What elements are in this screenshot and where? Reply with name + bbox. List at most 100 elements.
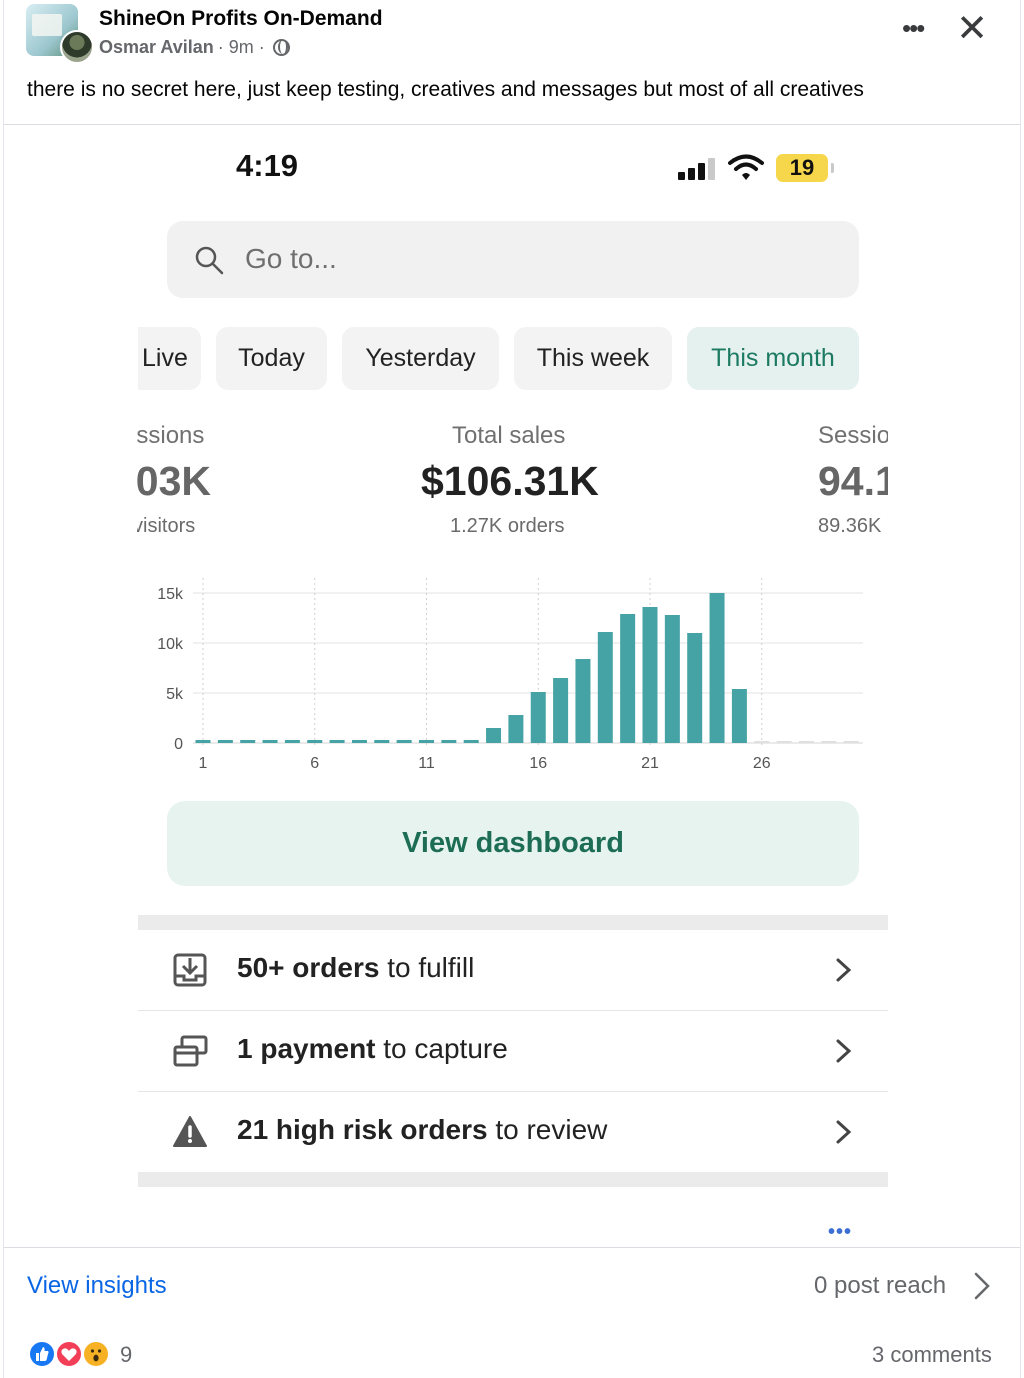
chart-bar [419,740,434,743]
chart-bar [351,740,367,743]
stat-right-sub-wrap: 89.36K [818,515,888,543]
reaction-count[interactable]: 9 [120,1342,133,1367]
page-name[interactable]: ShineOn Profits On-Demand [99,7,383,30]
tab-label: Live [142,344,188,372]
chart-bar [374,740,390,743]
task-label-rest: to capture [375,1033,508,1064]
post-frame [3,0,1021,1378]
stat-left-label: Sessions [137,422,205,449]
chart-bar [553,678,569,743]
wow-icon [82,1340,110,1368]
chart-bar [463,740,479,743]
tab-label: This week [536,344,650,372]
row-divider [138,1010,888,1011]
globe-icon [272,39,290,56]
stat-center-value: $106.31K [421,458,599,504]
stat-center-label: Total sales [452,422,566,449]
tab-label: This month [711,344,835,372]
stat-left-value: 103K [137,458,212,504]
y-tick-label: 15k [157,586,184,603]
task-high-risk-orders[interactable]: 21 high risk orders to review [138,1092,888,1172]
chart-bar [396,740,412,743]
tab-today[interactable]: Today [216,327,327,390]
chart-bar [664,615,680,743]
chart-bar [195,740,211,743]
chart-bar [642,607,658,743]
payment-card-icon [173,1035,208,1067]
chevron-right-icon [836,1120,852,1144]
chart-bar-future [754,741,770,743]
warning-icon [173,1116,207,1147]
more-dots-icon[interactable]: ••• [828,1221,853,1243]
inbox-download-icon [173,953,207,987]
post-reach[interactable]: 0 post reach [814,1272,947,1299]
x-tick-label: 16 [529,755,547,772]
tab-yesterday[interactable]: Yesterday [342,327,499,390]
stat-center-sub: 1.27K orders [450,515,565,537]
chart-bar-future [843,741,859,743]
like-icon [28,1340,56,1368]
chart-bar [597,632,613,743]
search-input[interactable] [167,221,859,298]
chart-bar [307,740,323,743]
task-label-bold: 50+ orders [237,952,380,983]
reactions[interactable] [28,1340,118,1370]
task-orders-to-fulfill[interactable]: 50+ orders to fulfill [138,930,888,1010]
close-icon[interactable]: ✕ [956,8,988,50]
x-tick-label: 1 [199,755,208,772]
chart-bar [441,740,457,743]
chart-bar [262,740,278,743]
chart-bar [486,728,502,743]
chart-bar [508,715,524,743]
chart-bar [329,740,345,743]
tab-label: Today [238,344,305,372]
status-time: 4:19 [236,148,299,183]
y-tick-label: 0 [174,736,183,753]
search-icon [195,246,224,275]
tab-this-week[interactable]: This week [514,327,672,390]
task-label: 50+ orders to fulfill [237,952,474,984]
x-tick-label: 26 [753,755,771,772]
task-label: 21 high risk orders to review [237,1114,607,1146]
chart-bar-future [821,741,837,743]
stat-right-value: 94.1 [818,458,888,504]
stat-right-sub: 89.36K [818,515,882,537]
chart-bar [575,659,591,743]
chart-bar [709,593,725,743]
chart-bar [530,692,546,743]
post-time[interactable]: · 9m · [217,37,265,57]
stat-left-sub: visitors [137,515,196,537]
y-tick-label: 10k [157,636,184,653]
chart-bar-future [776,741,792,743]
post-caption: there is no secret here, just keep testi… [27,78,864,101]
battery-indicator: 19 [776,154,834,182]
author-avatar [60,30,94,64]
chart-bar [731,689,747,743]
stat-right-label: Sessions [818,422,888,449]
page-avatar-image [26,4,78,56]
section-divider [138,1172,888,1187]
chart-bar [240,740,256,743]
task-label-bold: 1 payment [237,1033,376,1064]
divider [4,1247,1020,1248]
chevron-right-icon[interactable] [972,1270,992,1302]
comments-count[interactable]: 3 comments [872,1342,992,1367]
row-divider [138,1091,888,1092]
task-payment-to-capture[interactable]: 1 payment to capture [138,1011,888,1091]
task-label-rest: to fulfill [379,952,475,983]
more-horizontal-icon[interactable]: ••• [902,13,925,43]
page-avatar[interactable] [26,4,94,64]
cellular-signal-icon [678,158,718,180]
chevron-right-icon [836,958,852,982]
stat-left-sub-wrap: visitors [137,515,217,543]
author-name[interactable]: Osmar Avilan [99,37,214,57]
stat-right-label-wrap: Sessions [818,422,888,454]
post-meta: Osmar Avilan · 9m · [99,37,290,58]
view-dashboard-button[interactable]: View dashboard [167,801,859,886]
chart-bar [217,740,233,743]
section-divider [138,915,888,930]
x-tick-label: 11 [418,755,435,772]
tab-this-month[interactable]: This month [687,327,859,390]
view-insights-link[interactable]: View insights [27,1272,167,1299]
